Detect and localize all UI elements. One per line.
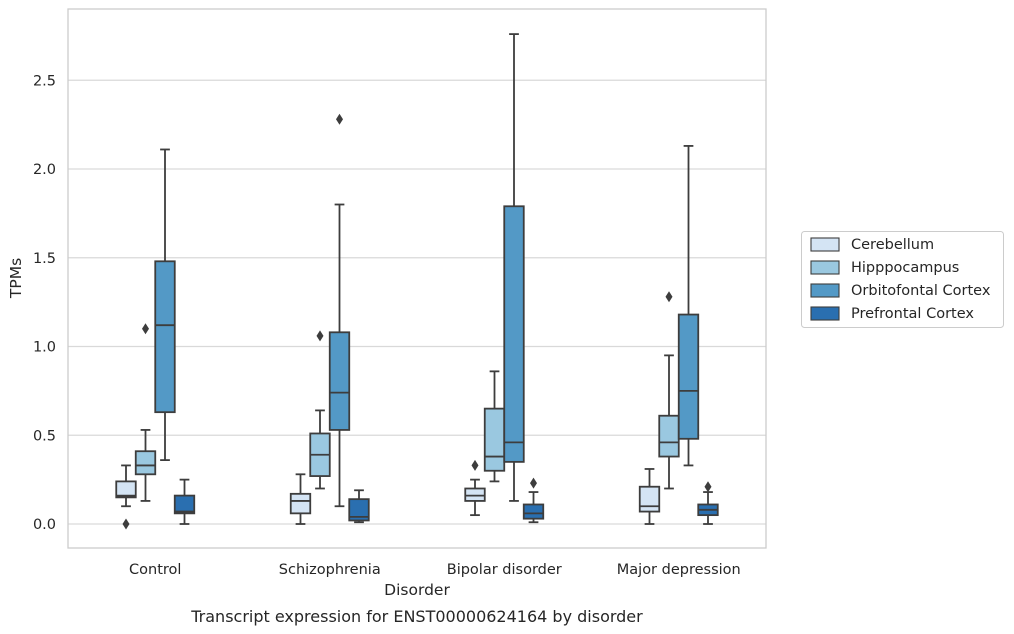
iqr-box <box>522 503 545 520</box>
box-3-2 <box>677 145 700 467</box>
iqr-box <box>134 450 157 476</box>
legend-frame <box>801 231 1004 328</box>
outlier-point <box>530 477 537 489</box>
x-tick-label: Bipolar disorder <box>447 562 562 578</box>
outlier-point <box>665 291 673 303</box>
box-1-0 <box>289 473 312 525</box>
x-tick-label: Control <box>129 562 181 578</box>
legend-label: Cerebellum <box>851 237 934 253</box>
iqr-box <box>154 260 176 414</box>
box-2-0 <box>464 459 486 517</box>
iqr-box <box>503 205 525 463</box>
outlier-point <box>142 323 149 335</box>
legend-label: Orbitofontal Cortex <box>851 283 991 299</box>
box-groups <box>115 33 719 530</box>
box-1-2 <box>328 113 351 508</box>
box-1-3 <box>348 489 370 524</box>
legend-label: Hipppocampus <box>851 260 959 276</box>
legend-label: Prefrontal Cortex <box>851 306 974 322</box>
y-axis-label: TPMs <box>7 258 25 299</box>
y-tick-label: 0.0 <box>33 517 56 533</box>
legend-swatch <box>810 283 840 298</box>
iqr-box <box>173 494 196 515</box>
box-1-1 <box>309 330 331 490</box>
x-tick-label: Major depression <box>617 562 741 578</box>
legend-swatch <box>810 306 840 321</box>
y-tick-label: 2.0 <box>33 162 56 178</box>
box-3-3 <box>697 481 719 525</box>
y-tick-label: 1.0 <box>33 340 56 356</box>
x-axis-label: Disorder <box>384 581 450 599</box>
iqr-box <box>328 331 351 431</box>
iqr-box <box>289 492 312 515</box>
legend-swatch <box>810 260 840 275</box>
box-0-2 <box>154 148 176 462</box>
y-tick-label: 0.5 <box>33 428 56 444</box>
x-axis-ticks: Control Schizophrenia Bipolar disorder Majo… <box>129 562 741 578</box>
plot-frame <box>67 8 767 549</box>
chart-caption: Transcript expression for ENST0000062416… <box>190 607 643 626</box>
legend-swatch <box>810 237 840 252</box>
iqr-box <box>638 485 661 513</box>
box-3-1 <box>658 291 680 490</box>
iqr-box <box>483 407 506 472</box>
x-tick-label: Schizophrenia <box>279 562 381 578</box>
box-0-0 <box>115 464 137 530</box>
outlier-point <box>704 481 712 493</box>
y-tick-label: 1.5 <box>33 251 56 267</box>
legend: Cerebellum Hipppocampus Orbitofontal Corte… <box>801 231 1004 328</box>
outlier-point <box>122 518 130 530</box>
box-3-0 <box>638 468 661 525</box>
box-2-3 <box>522 477 545 524</box>
outlier-point <box>471 459 479 471</box>
outlier-point <box>316 330 324 342</box>
box-2-2 <box>503 33 525 502</box>
y-tick-label: 2.5 <box>33 73 56 89</box>
box-0-3 <box>173 478 196 525</box>
box-0-1 <box>134 323 157 502</box>
iqr-box <box>677 313 700 440</box>
outlier-point <box>336 113 343 125</box>
iqr-box <box>348 498 370 522</box>
iqr-box <box>658 414 680 458</box>
y-axis-ticks: 0.0 0.5 1.0 1.5 2.0 2.5 <box>33 73 56 533</box>
iqr-box <box>115 480 137 499</box>
box-2-1 <box>483 370 506 483</box>
